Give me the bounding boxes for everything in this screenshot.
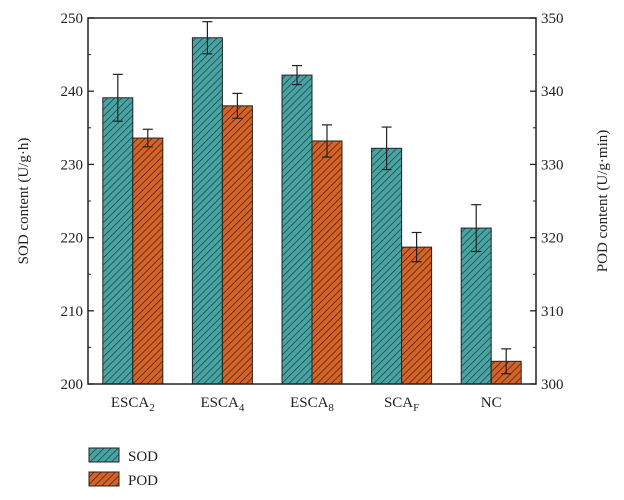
right-tick-label: 310 [541, 304, 564, 320]
legend: SOD POD [88, 447, 158, 489]
bar-pod-4 [401, 246, 433, 385]
right-tick-label: 330 [541, 157, 564, 173]
error-bar-pod-4 [411, 231, 422, 263]
x-tick-label: ESCA8 [290, 395, 334, 414]
x-tick-label: ESCA4 [200, 395, 244, 414]
left-tick-label: 230 [61, 157, 84, 173]
left-tick-label: 240 [61, 84, 84, 100]
error-bar-sod-2 [202, 21, 213, 55]
error-bar-sod-3 [292, 64, 302, 86]
error-bar-sod-4 [381, 126, 392, 171]
bar-sod-5 [460, 227, 492, 385]
error-bar-pod-5 [501, 348, 512, 375]
error-bar-pod-1 [142, 128, 153, 148]
right-axis-title: POD content (U/g·min) [595, 130, 611, 272]
right-tick-label: 350 [541, 11, 564, 27]
bar-pod-1 [132, 137, 164, 385]
bar-sod-1 [102, 97, 134, 385]
error-bar-sod-1 [112, 73, 123, 122]
legend-swatch-sod [88, 447, 120, 463]
legend-label-sod: SOD [128, 449, 158, 465]
left-tick-label: 210 [61, 304, 84, 320]
left-tick-label: 200 [61, 377, 84, 393]
left-axis-title: SOD content (U/g·h) [16, 138, 32, 265]
left-tick-label: 220 [61, 231, 84, 247]
bar-sod-3 [281, 74, 313, 385]
error-bar-pod-3 [322, 124, 332, 158]
left-tick-label: 250 [61, 11, 84, 27]
right-tick-label: 320 [541, 231, 564, 247]
error-bar-pod-2 [232, 92, 243, 119]
error-bar-sod-5 [471, 204, 482, 253]
legend-label-pod: POD [128, 473, 158, 489]
x-tick-label: NC [481, 395, 502, 411]
bar-sod-2 [191, 37, 223, 385]
x-tick-label: SCAF [384, 395, 419, 414]
right-tick-label: 340 [541, 84, 564, 100]
right-tick-label: 300 [541, 377, 564, 393]
legend-swatch-pod [88, 471, 120, 487]
bar-pod-3 [311, 140, 343, 385]
bar-sod-4 [371, 147, 403, 385]
bar-pod-2 [221, 105, 253, 385]
x-tick-label: ESCA2 [111, 395, 155, 414]
